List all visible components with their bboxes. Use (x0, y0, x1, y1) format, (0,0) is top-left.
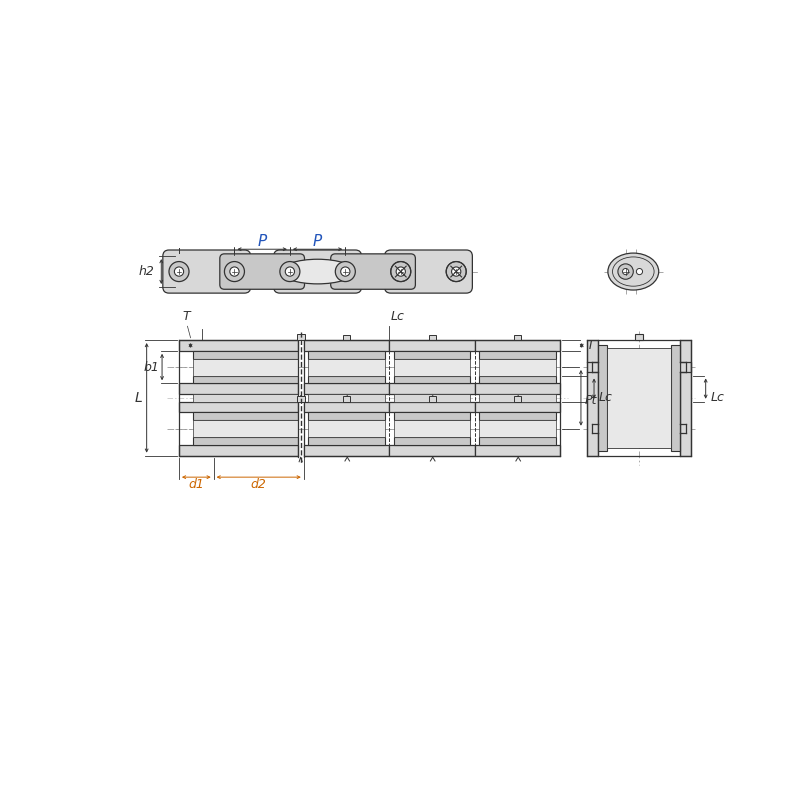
Circle shape (286, 267, 294, 276)
Bar (308, 394, 385, 402)
Text: P: P (258, 234, 266, 249)
Circle shape (280, 262, 300, 282)
Circle shape (225, 262, 245, 282)
Bar (429, 334, 436, 340)
Bar (514, 396, 522, 402)
Bar (308, 420, 385, 437)
FancyBboxPatch shape (330, 254, 415, 290)
Circle shape (230, 267, 239, 276)
Text: T: T (183, 310, 190, 323)
Bar (514, 334, 522, 340)
Bar (394, 375, 470, 383)
Bar (474, 402, 560, 413)
Text: h2: h2 (138, 265, 154, 278)
Bar (308, 358, 385, 375)
Bar (193, 358, 298, 375)
Bar (474, 445, 560, 455)
FancyBboxPatch shape (220, 254, 305, 290)
Bar (394, 358, 470, 375)
Bar (479, 375, 555, 383)
Bar (394, 413, 470, 420)
Text: T: T (586, 339, 594, 352)
Circle shape (446, 262, 466, 282)
Bar (179, 402, 298, 413)
Bar (680, 340, 691, 455)
Bar (607, 348, 671, 448)
FancyBboxPatch shape (385, 250, 472, 293)
Circle shape (618, 264, 634, 279)
Bar (179, 383, 298, 394)
Bar (193, 394, 298, 402)
Bar (390, 402, 474, 413)
Circle shape (174, 267, 184, 276)
Bar (193, 420, 298, 437)
Bar (479, 351, 555, 358)
Bar (479, 358, 555, 375)
Bar (193, 351, 298, 358)
Bar (635, 334, 643, 340)
Circle shape (451, 267, 461, 276)
Circle shape (169, 262, 189, 282)
Text: L: L (135, 391, 143, 405)
Text: Lc: Lc (598, 391, 613, 404)
Bar (179, 340, 298, 351)
Bar (394, 437, 470, 445)
Bar (193, 413, 298, 420)
Bar (587, 340, 598, 455)
FancyBboxPatch shape (274, 250, 362, 293)
Ellipse shape (281, 259, 354, 284)
Bar (474, 383, 560, 394)
Bar (598, 345, 607, 451)
Bar (394, 394, 470, 402)
FancyBboxPatch shape (163, 250, 250, 293)
Bar (390, 445, 474, 455)
Text: Lc: Lc (390, 310, 405, 323)
Text: Lc: Lc (710, 391, 724, 404)
Bar (297, 395, 306, 402)
Bar (297, 334, 306, 340)
Bar (390, 340, 474, 351)
Circle shape (622, 269, 629, 274)
Bar (343, 334, 350, 340)
Circle shape (341, 267, 350, 276)
Bar (193, 375, 298, 383)
Bar (304, 402, 390, 413)
Text: d2: d2 (250, 478, 266, 490)
Bar (394, 351, 470, 358)
Text: b1: b1 (143, 361, 159, 374)
Bar (308, 351, 385, 358)
Bar (671, 345, 680, 451)
Bar (304, 445, 390, 455)
Bar (479, 413, 555, 420)
Text: Pt: Pt (585, 394, 597, 407)
Bar (193, 437, 298, 445)
Circle shape (396, 267, 406, 276)
Bar (474, 340, 560, 351)
Bar (308, 413, 385, 420)
Ellipse shape (608, 253, 658, 290)
Bar (429, 396, 436, 402)
Bar (304, 383, 390, 394)
Bar (394, 420, 470, 437)
Circle shape (390, 262, 410, 282)
Text: d1: d1 (188, 478, 204, 490)
Bar (479, 394, 555, 402)
Bar (479, 420, 555, 437)
Bar (343, 396, 350, 402)
Text: P: P (313, 234, 322, 249)
Bar (479, 437, 555, 445)
Circle shape (636, 269, 642, 274)
Bar (304, 340, 390, 351)
Bar (308, 375, 385, 383)
Circle shape (335, 262, 355, 282)
Bar (179, 445, 298, 455)
Bar (308, 437, 385, 445)
Bar (390, 383, 474, 394)
